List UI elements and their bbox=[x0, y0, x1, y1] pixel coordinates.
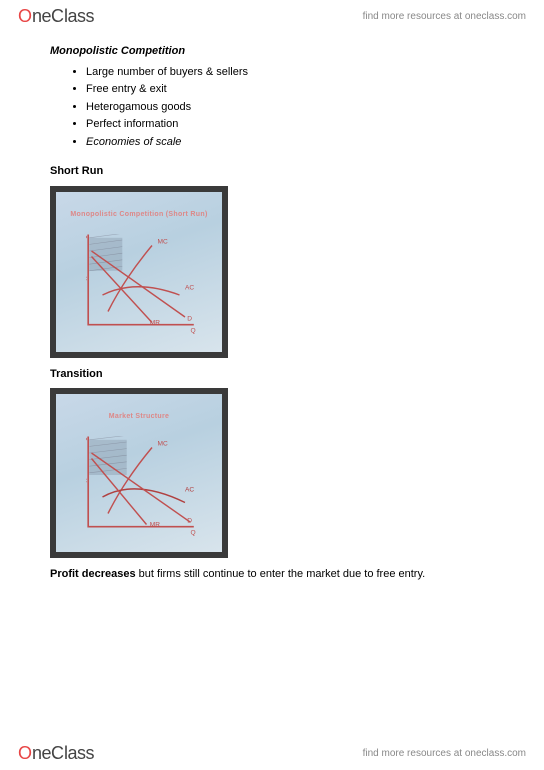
header: OneClass find more resources at oneclass… bbox=[0, 0, 544, 33]
bullet-item: Large number of buyers & sellers bbox=[86, 64, 494, 82]
short-run-slide-title: Monopolistic Competition (Short Run) bbox=[56, 210, 222, 221]
bullet-item: Heterogamous goods bbox=[86, 99, 494, 117]
transition-heading: Transition bbox=[50, 366, 494, 383]
logo-o: O bbox=[18, 6, 32, 27]
main-title: Monopolistic Competition bbox=[50, 43, 494, 60]
footer: OneClass find more resources at oneclass… bbox=[0, 737, 544, 770]
svg-text:AC: AC bbox=[86, 479, 87, 485]
svg-text:MC: MC bbox=[158, 441, 168, 448]
short-run-photo: Monopolistic Competition (Short Run) MC A… bbox=[50, 186, 228, 358]
short-run-heading: Short Run bbox=[50, 163, 494, 180]
svg-text:AC: AC bbox=[86, 277, 87, 283]
footer-tagline: find more resources at oneclass.com bbox=[363, 748, 526, 759]
logo-text-2: lass bbox=[64, 6, 94, 27]
svg-text:D: D bbox=[187, 518, 192, 525]
header-tagline: find more resources at oneclass.com bbox=[363, 11, 526, 22]
short-run-diagram: MCACDMRPACQ bbox=[86, 234, 196, 334]
svg-text:AC: AC bbox=[185, 487, 194, 494]
transition-diagram: MCACDMRPACQ bbox=[86, 436, 196, 536]
bullet-list: Large number of buyers & sellersFree ent… bbox=[50, 64, 494, 152]
bullet-item: Free entry & exit bbox=[86, 81, 494, 99]
caption-bold: Profit decreases bbox=[50, 568, 136, 580]
transition-caption: Profit decreases but firms still continu… bbox=[50, 566, 494, 583]
bullet-item: Economies of scale bbox=[86, 134, 494, 152]
short-run-screen: Monopolistic Competition (Short Run) MC A… bbox=[56, 192, 222, 352]
bullet-item: Perfect information bbox=[86, 116, 494, 134]
transition-photo: Market Structure MCACDMRPACQ bbox=[50, 388, 228, 558]
caption-rest: but firms still continue to enter the ma… bbox=[136, 568, 426, 580]
svg-text:Q: Q bbox=[191, 530, 196, 537]
svg-text:Q: Q bbox=[191, 327, 196, 334]
svg-text:D: D bbox=[187, 315, 192, 322]
logo: OneClass bbox=[18, 6, 94, 27]
transition-slide-title: Market Structure bbox=[56, 412, 222, 423]
svg-text:MR: MR bbox=[150, 320, 160, 327]
svg-text:MC: MC bbox=[158, 238, 168, 245]
svg-text:AC: AC bbox=[185, 284, 194, 291]
footer-logo-o: O bbox=[18, 743, 32, 764]
document-content: Monopolistic Competition Large number of… bbox=[0, 33, 544, 583]
footer-logo: OneClass bbox=[18, 743, 94, 764]
svg-text:MR: MR bbox=[150, 522, 160, 529]
transition-screen: Market Structure MCACDMRPACQ bbox=[56, 394, 222, 552]
logo-text-1: ne bbox=[32, 6, 51, 27]
